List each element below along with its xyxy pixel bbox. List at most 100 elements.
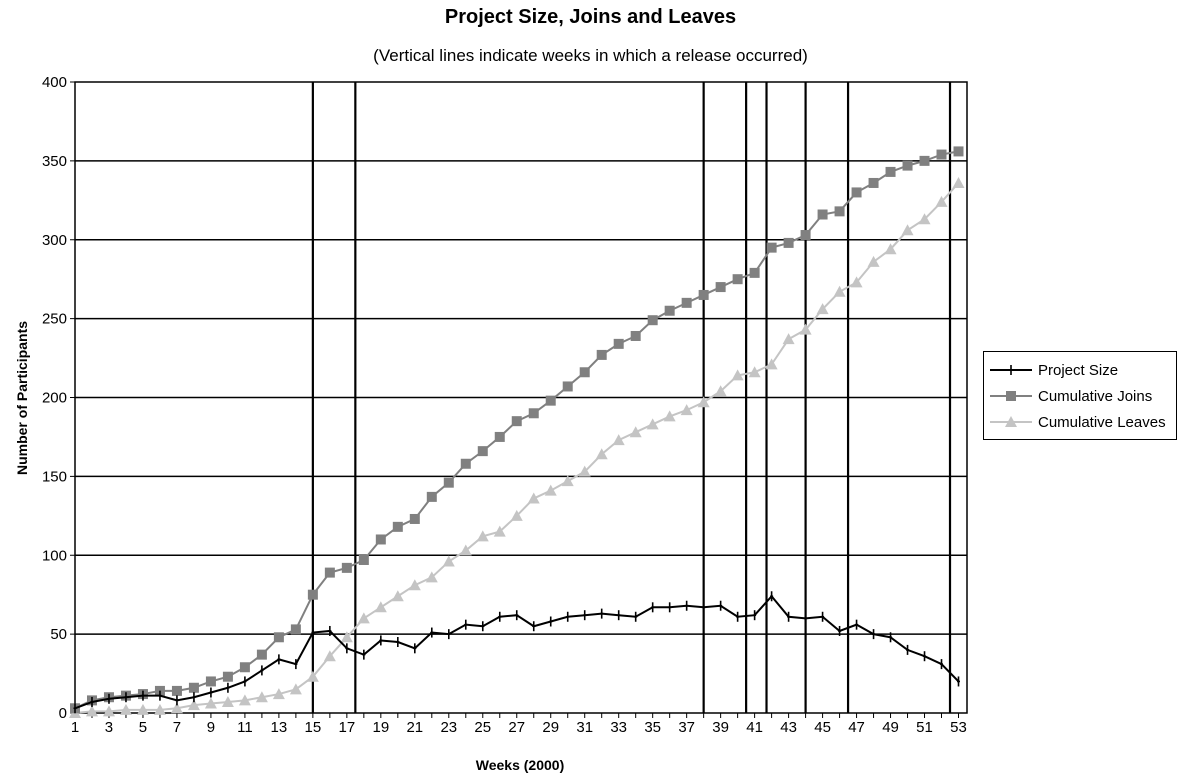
point-cumulative-joins-week-41 xyxy=(750,268,760,278)
point-project-size-week-9 xyxy=(209,687,212,697)
point-cumulative-joins-week-28 xyxy=(529,408,539,418)
legend-swatch-cumulative-joins xyxy=(990,386,1032,406)
point-cumulative-joins-week-46 xyxy=(835,206,845,216)
point-cumulative-leaves-week-21 xyxy=(409,579,421,590)
x-tick-label-49: 49 xyxy=(882,719,899,736)
point-project-size-week-30 xyxy=(566,612,569,622)
point-cumulative-joins-week-37 xyxy=(682,298,692,308)
point-cumulative-leaves-week-34 xyxy=(630,426,642,437)
point-cumulative-joins-week-31 xyxy=(580,367,590,377)
point-cumulative-joins-week-49 xyxy=(886,167,896,177)
legend-swatch-cumulative-leaves xyxy=(990,412,1032,432)
point-cumulative-leaves-week-46 xyxy=(834,286,846,297)
x-tick-label-39: 39 xyxy=(712,719,729,736)
point-cumulative-joins-week-51 xyxy=(920,156,930,166)
point-cumulative-leaves-week-50 xyxy=(902,224,914,235)
point-cumulative-joins-week-13 xyxy=(274,632,284,642)
legend-swatch-project-size xyxy=(990,360,1032,380)
point-cumulative-joins-week-32 xyxy=(597,350,607,360)
x-tick-label-21: 21 xyxy=(406,719,423,736)
y-tick-label-200: 200 xyxy=(42,390,67,407)
point-project-size-week-37 xyxy=(685,601,688,611)
point-cumulative-joins-week-19 xyxy=(376,534,386,544)
point-project-size-week-21 xyxy=(413,643,416,653)
point-project-size-week-11 xyxy=(243,676,246,686)
y-tick-label-400: 400 xyxy=(42,74,67,91)
point-cumulative-joins-week-44 xyxy=(801,230,811,240)
point-cumulative-joins-week-12 xyxy=(257,650,267,660)
point-project-size-week-34 xyxy=(634,612,637,622)
point-cumulative-joins-week-39 xyxy=(716,282,726,292)
point-project-size-week-52 xyxy=(940,659,943,669)
point-project-size-week-50 xyxy=(906,645,909,655)
point-cumulative-joins-week-20 xyxy=(393,522,403,532)
point-project-size-week-20 xyxy=(396,637,399,647)
point-project-size-week-41 xyxy=(753,610,756,620)
legend-item-cumulative-joins: Cumulative Joins xyxy=(990,386,1176,406)
point-cumulative-joins-week-16 xyxy=(325,568,335,578)
y-tick-label-350: 350 xyxy=(42,153,67,170)
point-project-size-week-48 xyxy=(872,629,875,639)
point-cumulative-joins-week-50 xyxy=(903,161,913,171)
point-cumulative-joins-week-45 xyxy=(818,210,828,220)
point-project-size-week-17 xyxy=(345,643,348,653)
x-tick-label-51: 51 xyxy=(916,719,933,736)
point-cumulative-joins-week-36 xyxy=(665,306,675,316)
point-cumulative-joins-week-43 xyxy=(784,238,794,248)
legend-label-project-size: Project Size xyxy=(1038,362,1118,379)
x-tick-label-15: 15 xyxy=(305,719,322,736)
x-tick-label-41: 41 xyxy=(746,719,763,736)
point-cumulative-joins-week-10 xyxy=(223,672,233,682)
point-cumulative-joins-week-35 xyxy=(648,315,658,325)
point-project-size-week-10 xyxy=(226,683,229,693)
point-cumulative-joins-week-27 xyxy=(512,416,522,426)
point-cumulative-leaves-week-18 xyxy=(358,612,370,623)
y-tick-label-300: 300 xyxy=(42,232,67,249)
legend-item-project-size: Project Size xyxy=(990,360,1176,380)
point-cumulative-leaves-week-20 xyxy=(392,590,404,601)
point-project-size-week-7 xyxy=(175,695,178,705)
point-cumulative-joins-week-23 xyxy=(444,478,454,488)
point-cumulative-leaves-week-35 xyxy=(647,418,659,429)
x-tick-label-7: 7 xyxy=(173,719,181,736)
point-cumulative-leaves-week-53 xyxy=(953,177,965,188)
legend-label-cumulative-joins: Cumulative Joins xyxy=(1038,388,1152,405)
point-project-size-week-18 xyxy=(362,650,365,660)
point-project-size-week-40 xyxy=(736,612,739,622)
point-project-size-week-31 xyxy=(583,610,586,620)
point-cumulative-joins-week-18 xyxy=(359,555,369,565)
x-tick-label-27: 27 xyxy=(508,719,525,736)
point-cumulative-joins-week-15 xyxy=(308,590,318,600)
x-tick-label-13: 13 xyxy=(271,719,288,736)
point-cumulative-leaves-week-37 xyxy=(681,404,693,415)
point-project-size-week-23 xyxy=(447,629,450,639)
legend-marker-0 xyxy=(1010,365,1013,375)
point-cumulative-joins-week-38 xyxy=(699,290,709,300)
x-tick-label-31: 31 xyxy=(576,719,593,736)
point-project-size-week-29 xyxy=(549,617,552,627)
legend-label-cumulative-leaves: Cumulative Leaves xyxy=(1038,414,1166,431)
point-project-size-week-45 xyxy=(821,612,824,622)
point-cumulative-leaves-week-19 xyxy=(375,601,387,612)
point-project-size-week-35 xyxy=(651,602,654,612)
point-project-size-week-39 xyxy=(719,601,722,611)
point-cumulative-joins-week-47 xyxy=(852,187,862,197)
point-cumulative-joins-week-42 xyxy=(767,243,777,253)
point-cumulative-joins-week-9 xyxy=(206,676,216,686)
point-cumulative-joins-week-11 xyxy=(240,662,250,672)
series-line-cumulative-joins xyxy=(75,151,959,708)
x-tick-label-5: 5 xyxy=(139,719,147,736)
x-tick-label-47: 47 xyxy=(848,719,865,736)
point-project-size-week-51 xyxy=(923,651,926,661)
point-cumulative-leaves-week-29 xyxy=(545,485,557,496)
point-project-size-week-36 xyxy=(668,602,671,612)
point-project-size-week-28 xyxy=(532,621,535,631)
point-cumulative-joins-week-24 xyxy=(461,459,471,469)
point-cumulative-joins-week-33 xyxy=(614,339,624,349)
point-cumulative-joins-week-21 xyxy=(410,514,420,524)
x-tick-label-35: 35 xyxy=(644,719,661,736)
point-cumulative-leaves-week-41 xyxy=(749,366,761,377)
point-cumulative-joins-week-53 xyxy=(954,146,964,156)
point-cumulative-joins-week-7 xyxy=(172,686,182,696)
x-tick-label-1: 1 xyxy=(71,719,79,736)
